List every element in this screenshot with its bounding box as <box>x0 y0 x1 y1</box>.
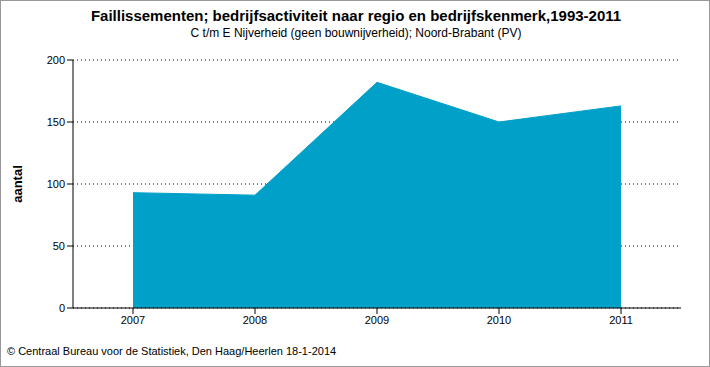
svg-text:100: 100 <box>47 178 65 190</box>
html-text:Faillissementen; bedrijfsactiv: Faillissementen; bedrijfsactiviteit naar… <box>90 7 622 24</box>
svg-text:200: 200 <box>47 54 65 66</box>
html-text:C t/m E Nijverheid (geen bouwn: C t/m E Nijverheid (geen bouwnijverheid)… <box>190 26 522 40</box>
svg-text:2009: 2009 <box>365 314 389 326</box>
svg-text:0: 0 <box>59 302 65 314</box>
svg-text:2007: 2007 <box>121 314 145 326</box>
svg-text:50: 50 <box>53 240 65 252</box>
svg-text:2008: 2008 <box>243 314 267 326</box>
svg-text:aantal: aantal <box>10 165 25 203</box>
svg-text:150: 150 <box>47 116 65 128</box>
svg-text:2010: 2010 <box>487 314 511 326</box>
html-text:© Centraal Bureau voor de Stat: © Centraal Bureau voor de Statistiek, De… <box>7 345 337 357</box>
svg-text:2011: 2011 <box>609 314 633 326</box>
